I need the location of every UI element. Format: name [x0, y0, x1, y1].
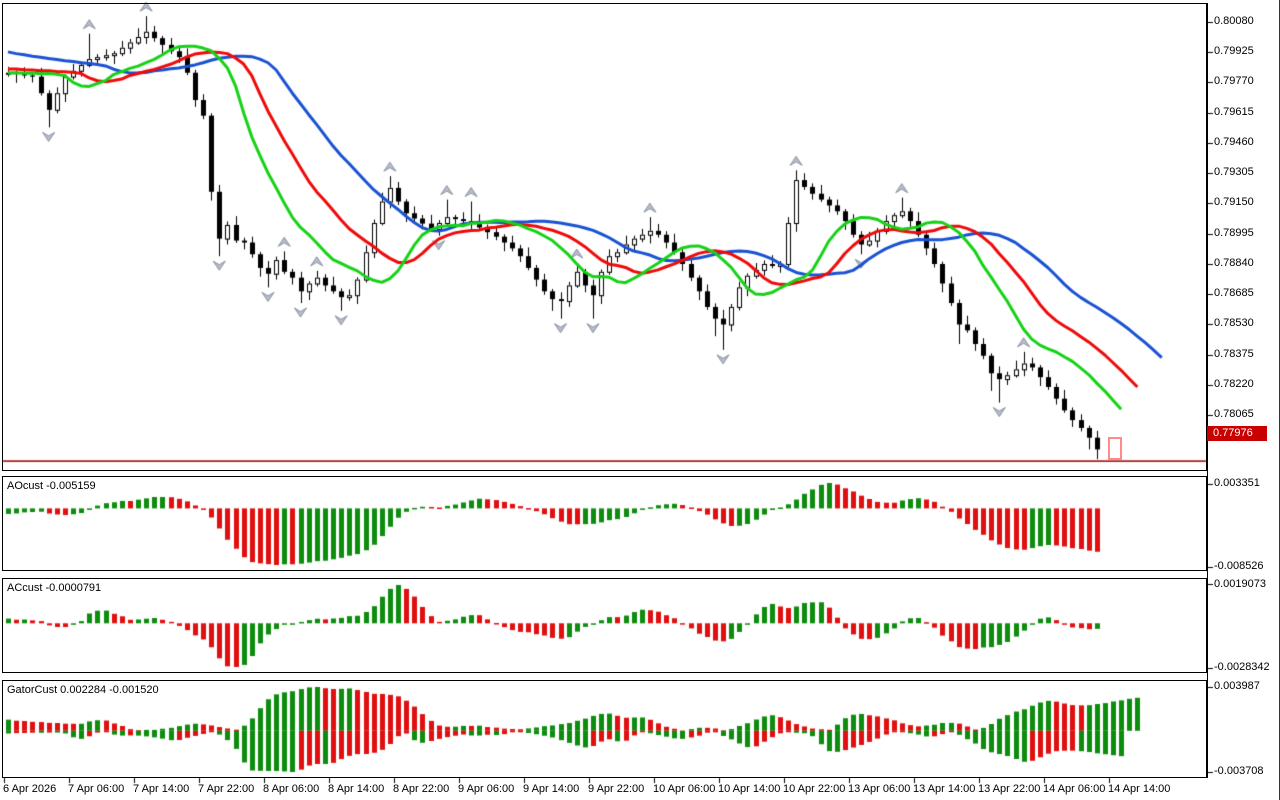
- time-axis-label: 7 Apr 06:00: [68, 783, 125, 795]
- time-axis-label: 9 Apr 14:00: [523, 783, 580, 795]
- time-axis-label: 14 Apr 06:00: [1043, 783, 1106, 795]
- time-axis-label: 7 Apr 22:00: [198, 783, 255, 795]
- time-axis-label: 10 Apr 14:00: [718, 783, 781, 795]
- price-axis-label: 0.78995: [1214, 226, 1254, 239]
- price-axis-label: 0.79615: [1214, 105, 1254, 118]
- price-axis-label: 0.78065: [1214, 408, 1254, 421]
- time-axis-label: 13 Apr 14:00: [913, 783, 976, 795]
- price-axis-label: 0.78375: [1214, 347, 1254, 360]
- ac-scale-min: -0.0028342: [1214, 661, 1270, 673]
- ao-scale-min: -0.008526: [1214, 560, 1264, 572]
- time-axis-label: 10 Apr 06:00: [653, 783, 716, 795]
- ac-indicator-label: ACcust -0.0000791: [7, 582, 102, 594]
- time-axis-label: 10 Apr 22:00: [783, 783, 846, 795]
- price-axis-label: 0.78840: [1214, 256, 1254, 269]
- price-axis-label: 0.79925: [1214, 45, 1254, 58]
- time-axis-label: 9 Apr 06:00: [458, 783, 515, 795]
- price-axis-label: 0.79150: [1214, 196, 1254, 209]
- gator-indicator-label: GatorCust 0.002284 -0.001520: [7, 684, 159, 696]
- time-axis-label: 7 Apr 14:00: [133, 783, 190, 795]
- time-axis-label: 13 Apr 22:00: [978, 783, 1041, 795]
- ac-scale-max: 0.0019073: [1214, 578, 1266, 590]
- time-axis-label: 14 Apr 14:00: [1108, 783, 1171, 795]
- price-axis-label: 0.79770: [1214, 75, 1254, 88]
- time-axis-label: 9 Apr 22:00: [588, 783, 645, 795]
- gator-scale-max: 0.003987: [1214, 680, 1260, 692]
- time-axis-label: 6 Apr 2026: [3, 783, 57, 795]
- price-axis-label: 0.78220: [1214, 377, 1254, 390]
- price-scale-divider: [1207, 3, 1208, 778]
- price-axis-label: 0.80080: [1214, 15, 1254, 27]
- current-price-badge: 0.77976: [1207, 425, 1267, 441]
- time-axis-label: 8 Apr 14:00: [328, 783, 385, 795]
- gator-scale-min: -0.003708: [1214, 765, 1264, 777]
- price-axis-label: 0.79460: [1214, 135, 1254, 148]
- time-axis-label: 8 Apr 22:00: [393, 783, 450, 795]
- ao-scale-max: 0.003351: [1214, 477, 1260, 489]
- price-axis-label: 0.78530: [1214, 317, 1254, 330]
- ao-indicator-label: AOcust -0.005159: [7, 480, 96, 492]
- price-axis-label: 0.78685: [1214, 287, 1254, 300]
- time-axis-label: 13 Apr 06:00: [848, 783, 911, 795]
- price-axis-label: 0.79305: [1214, 166, 1254, 179]
- time-axis-label: 8 Apr 06:00: [263, 783, 320, 795]
- forming-candle-rectangle: [1108, 437, 1122, 460]
